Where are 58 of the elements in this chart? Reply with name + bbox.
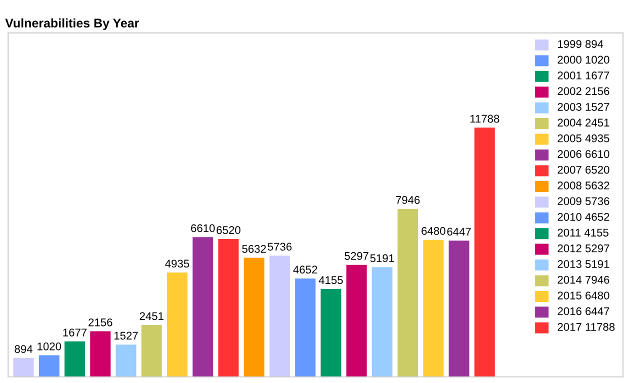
bar xyxy=(398,208,418,377)
bar xyxy=(38,355,60,377)
bar xyxy=(423,240,444,377)
data-label: 5297 xyxy=(344,252,368,260)
text: 2012 5297 xyxy=(558,244,610,252)
data-label: 4652 xyxy=(293,266,318,274)
bar xyxy=(116,344,136,377)
text: 2002 2156 xyxy=(558,87,610,96)
text: 2004 2451 xyxy=(558,118,610,127)
text: 2009 5736 xyxy=(558,197,610,206)
bar xyxy=(474,128,495,377)
bar xyxy=(90,331,111,377)
data-label: 5736 xyxy=(268,242,292,251)
text: 2006 6610 xyxy=(558,150,610,158)
text: 2003 1527 xyxy=(558,102,610,111)
bar xyxy=(295,278,316,377)
data-label: 6480 xyxy=(422,227,446,235)
data-label: 5632 xyxy=(242,244,266,253)
text: 2011 4155 xyxy=(558,228,608,237)
data-label: 894 xyxy=(14,345,32,353)
chart-title: Vulnerabilities By Year xyxy=(5,18,139,30)
data-label: 4155 xyxy=(318,276,343,284)
data-label: 6447 xyxy=(447,228,471,236)
data-label: 1527 xyxy=(114,332,138,340)
bar xyxy=(192,237,214,377)
data-label: 1020 xyxy=(38,342,62,350)
data-label: 4935 xyxy=(165,260,190,268)
text: 2017 11788 xyxy=(558,323,615,331)
text: 2016 6447 xyxy=(558,307,610,316)
bar xyxy=(244,258,264,377)
text: 2005 4935 xyxy=(558,134,610,142)
data-label: 6610 xyxy=(191,224,215,232)
bar xyxy=(13,358,34,377)
bar xyxy=(269,256,290,377)
data-label: 11788 xyxy=(470,114,500,123)
text: 2013 5191 xyxy=(558,260,610,268)
data-label: 1677 xyxy=(63,328,87,336)
bar xyxy=(320,289,342,377)
bar xyxy=(372,267,392,377)
bar xyxy=(166,272,188,377)
bar xyxy=(218,239,239,377)
text: 2001 1677 xyxy=(558,72,610,80)
data-label: 6520 xyxy=(216,226,240,234)
text: 2010 4652 xyxy=(558,212,610,221)
bar xyxy=(64,341,86,377)
text: 2008 5632 xyxy=(558,182,610,190)
data-label: 5191 xyxy=(370,254,394,262)
bar xyxy=(448,240,470,377)
text: 2007 6520 xyxy=(558,166,610,174)
data-label: 7946 xyxy=(396,196,420,204)
data-label: 2156 xyxy=(88,318,112,326)
text: 2014 7946 xyxy=(558,276,610,284)
bar xyxy=(346,264,367,377)
text: 1999 894 xyxy=(558,40,604,48)
text: 2000 1020 xyxy=(558,56,610,64)
text: 2015 6480 xyxy=(558,292,610,300)
data-label: 2451 xyxy=(140,312,164,320)
bar xyxy=(141,325,162,377)
